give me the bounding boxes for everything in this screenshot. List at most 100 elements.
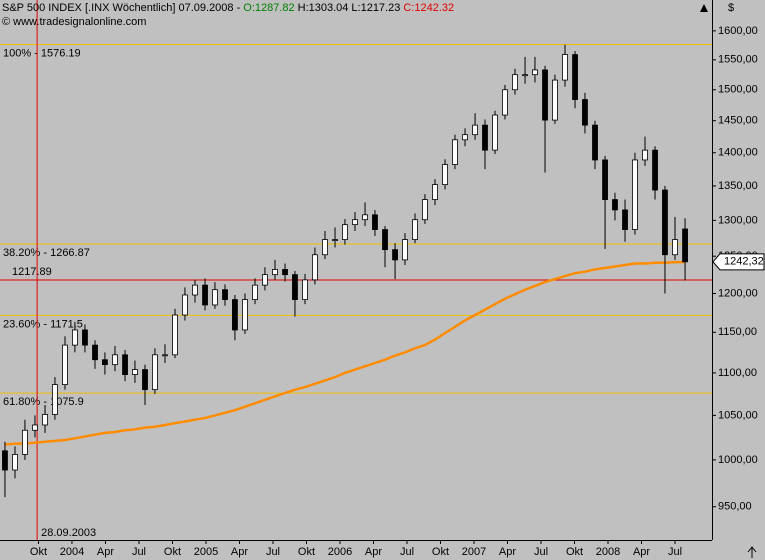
candle-body xyxy=(12,454,18,471)
candle-body xyxy=(262,274,268,286)
candle-body xyxy=(652,149,658,191)
candle-body xyxy=(672,239,678,256)
x-tick-label: Okt xyxy=(566,546,583,558)
candle-body xyxy=(252,284,258,300)
candle-body xyxy=(622,209,628,230)
candle-body xyxy=(662,189,668,256)
candle-body xyxy=(162,354,168,357)
candle-body xyxy=(512,74,518,91)
candle-body xyxy=(92,344,98,361)
candle-body xyxy=(32,424,38,431)
x-tick-label: Okt xyxy=(298,546,315,558)
candle-body xyxy=(482,124,488,151)
y-tick-label: 1600,00 xyxy=(718,25,758,37)
candle-body xyxy=(282,269,288,276)
candle-body xyxy=(72,329,78,346)
y-tick-label: 1400,00 xyxy=(718,147,758,159)
candle-body xyxy=(132,369,138,375)
candle-body xyxy=(112,354,118,366)
x-tick-label: Apr xyxy=(499,546,516,558)
chart-title: S&P 500 INDEX [.INX Wöchentlich] 07.09.2… xyxy=(2,2,241,14)
price-tag-label: 1242,32 xyxy=(724,256,764,268)
candle-body xyxy=(82,329,88,346)
candle-body xyxy=(502,89,508,116)
plot-area: 100% - 1576.19 38.20% - 1266.87 23.60% - 1… xyxy=(0,0,712,540)
candle-body xyxy=(632,159,638,230)
candle-body xyxy=(272,269,278,276)
candle-body xyxy=(122,354,128,375)
x-tick-label: Jul xyxy=(132,546,146,558)
candle-body xyxy=(602,159,608,200)
level-label: 38.20% - 1266.87 xyxy=(3,247,90,259)
x-tick-label: Jul xyxy=(400,546,414,558)
y-tick-label: 1450,00 xyxy=(718,115,758,127)
candle-body xyxy=(2,450,8,471)
candle-body xyxy=(292,274,298,300)
header: S&P 500 INDEX [.INX Wöchentlich] 07.09.2… xyxy=(2,2,454,14)
candle-body xyxy=(242,299,248,331)
candle-body xyxy=(202,284,208,306)
open-label: O:1287.82 xyxy=(243,2,294,14)
candle-body xyxy=(612,199,618,211)
y-tick-label: 1350,00 xyxy=(718,180,758,192)
candle-body xyxy=(312,254,318,281)
x-tick-label: Okt xyxy=(432,546,449,558)
moving-average xyxy=(4,260,686,446)
x-tick-label: Apr xyxy=(231,546,248,558)
scroll-arrow[interactable] xyxy=(747,546,757,558)
candle-body xyxy=(352,219,358,226)
candle-body xyxy=(172,314,178,356)
level-label: 61.80% - 1075.9 xyxy=(3,396,84,408)
x-tick-label: Jul xyxy=(668,546,682,558)
x-tick-label: 2008 xyxy=(596,546,620,558)
candle-body xyxy=(332,239,338,241)
candle-body xyxy=(442,164,448,185)
x-tick-label: Jul xyxy=(266,546,280,558)
candle-body xyxy=(192,284,198,296)
candle-body xyxy=(682,228,688,263)
marker-label: 1217.89 xyxy=(12,266,52,278)
candle-body xyxy=(492,114,498,151)
candle-body xyxy=(422,199,428,221)
candle-body xyxy=(142,369,148,391)
candle-body xyxy=(222,289,228,300)
x-tick-label: Apr xyxy=(97,546,114,558)
x-tick-label: 2006 xyxy=(328,546,352,558)
y-tick-label: 1150,00 xyxy=(718,326,757,338)
candle-body xyxy=(42,414,48,426)
currency: $ xyxy=(728,2,734,14)
candle-body xyxy=(212,289,218,306)
level-label: 23.60% - 1171.5 xyxy=(3,318,83,330)
candle-body xyxy=(382,229,388,251)
x-tick-label: Apr xyxy=(365,546,382,558)
candle-body xyxy=(572,54,578,100)
candle-body xyxy=(52,384,58,415)
y-tick-label: 1100,00 xyxy=(718,367,757,379)
y-tick-label: 1000,00 xyxy=(718,454,758,466)
candle-body xyxy=(452,139,458,165)
x-tick-label: Jul xyxy=(534,546,548,558)
candle-body xyxy=(302,279,308,300)
candle-body xyxy=(592,124,598,161)
candle-body xyxy=(472,124,478,136)
candle-body xyxy=(522,74,528,77)
close-label: C:1242.32 xyxy=(403,2,454,14)
scroll-arrow[interactable] xyxy=(700,4,708,12)
x-tick-label: Okt xyxy=(164,546,181,558)
date-marker-label: 28.09.2003 xyxy=(41,527,96,539)
candle-body xyxy=(582,99,588,126)
level-label: 100% - 1576.19 xyxy=(3,47,81,59)
y-tick-label: 1050,00 xyxy=(718,409,758,421)
high-label: H:1303.04 xyxy=(298,2,349,14)
candle-body xyxy=(412,219,418,240)
candle-body xyxy=(542,69,548,121)
candle-body xyxy=(462,134,468,141)
candle-body xyxy=(322,239,328,256)
y-tick-label: 1300,00 xyxy=(718,214,758,226)
candle-body xyxy=(392,249,398,261)
y-tick-label: 1200,00 xyxy=(718,287,758,299)
candle-body xyxy=(532,69,538,76)
candle-body xyxy=(342,224,348,240)
